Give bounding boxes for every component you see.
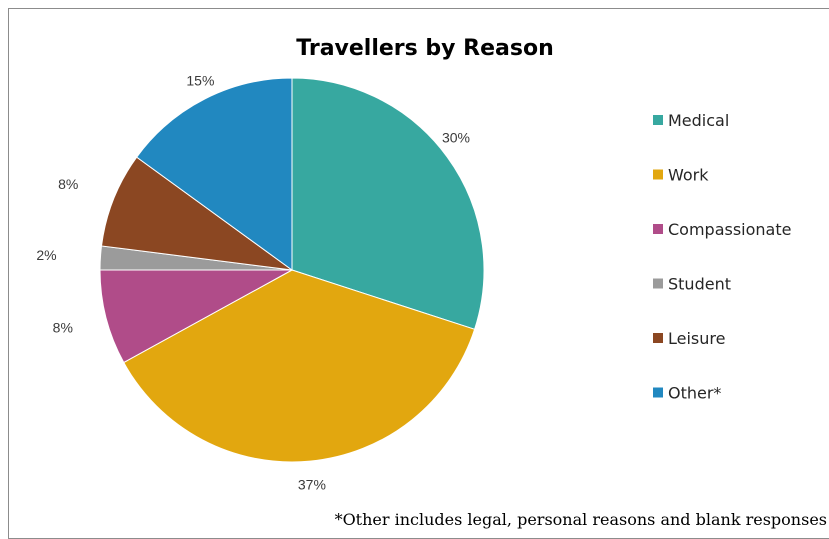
chart-title: Travellers by Reason (296, 36, 553, 61)
legend-label: Medical (668, 111, 729, 130)
pie-slice-work (123, 269, 476, 463)
legend-label: Other* (668, 384, 721, 403)
slice-label-leisure: 8% (58, 176, 78, 192)
slice-label-medical: 30% (442, 130, 470, 146)
legend-swatch (653, 278, 663, 289)
legend-item-medical: Medical (653, 111, 729, 130)
legend-swatch (653, 333, 663, 343)
legend-item-leisure: Leisure (653, 329, 725, 348)
pie-slice-leisure (100, 156, 293, 271)
pie-slices (99, 77, 485, 463)
legend-label: Compassionate (668, 220, 791, 239)
legend-swatch (653, 387, 663, 398)
legend-item-work: Work (653, 166, 709, 185)
pie-slice-compassionate (99, 269, 293, 364)
legend-swatch (653, 169, 663, 180)
legend-label: Work (668, 166, 709, 185)
pie-slice-medical (291, 77, 485, 330)
slice-label-student: 2% (36, 247, 56, 263)
legend-item-student: Student (653, 275, 731, 294)
slice-label-other: 15% (186, 72, 214, 88)
slice-label-work: 37% (298, 476, 326, 492)
legend-item-other: Other* (653, 384, 721, 403)
legend-label: Leisure (668, 329, 725, 348)
legend-item-compassionate: Compassionate (653, 220, 791, 239)
pie-slice-other (135, 77, 293, 271)
legend: Medical Work Compassionate Student Leisure Ot… (653, 111, 791, 403)
legend-label: Student (668, 275, 731, 294)
footnote: *Other includes legal, personal reasons … (335, 510, 827, 529)
slice-labels: 30% 37% 8% 2% 8% 15% (36, 72, 470, 492)
legend-swatch (653, 115, 663, 125)
legend-swatch (653, 224, 663, 234)
slice-label-compassionate: 8% (53, 319, 73, 335)
